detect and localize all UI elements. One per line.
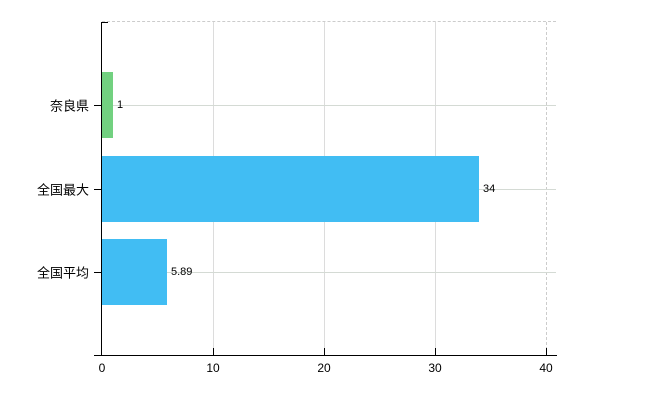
- row-gridline: [102, 271, 556, 273]
- value-label-nara-prefecture: 1: [117, 99, 124, 112]
- y-axis-tick: [94, 188, 101, 190]
- y-axis-tick: [94, 271, 101, 273]
- bar-nara-prefecture[interactable]: [102, 72, 113, 139]
- plot-top-dashed-border: [102, 21, 556, 22]
- x-tick-label-20: 20: [317, 361, 331, 375]
- category-label-national-maximum: 全国最大: [36, 182, 89, 197]
- category-label-nara-prefecture: 奈良県: [49, 98, 89, 114]
- y-axis-top-tick: [101, 22, 108, 23]
- bar-national-maximum[interactable]: [102, 155, 479, 222]
- x-tick-label-40: 40: [539, 361, 553, 375]
- x-tick-label-10: 10: [206, 361, 220, 375]
- bar-national-average[interactable]: [102, 238, 167, 305]
- x-axis-tick-40: [546, 348, 547, 355]
- category-label-national-average: 全国平均: [36, 265, 89, 281]
- x-axis-tick-20: [324, 348, 325, 355]
- value-label-national-average: 5.89: [171, 265, 193, 278]
- y-axis-bottom-tick: [94, 355, 101, 356]
- y-axis-line: [101, 22, 102, 356]
- x-axis-tick-30: [435, 348, 436, 355]
- x-axis-tick-10: [213, 348, 214, 355]
- y-axis-tick: [94, 105, 101, 107]
- x-tick-label-30: 30: [428, 361, 442, 375]
- x-axis-line: [101, 355, 557, 356]
- x-tick-label-0: 0: [98, 361, 106, 375]
- value-label-national-maximum: 34: [483, 182, 496, 195]
- row-gridline: [102, 105, 556, 107]
